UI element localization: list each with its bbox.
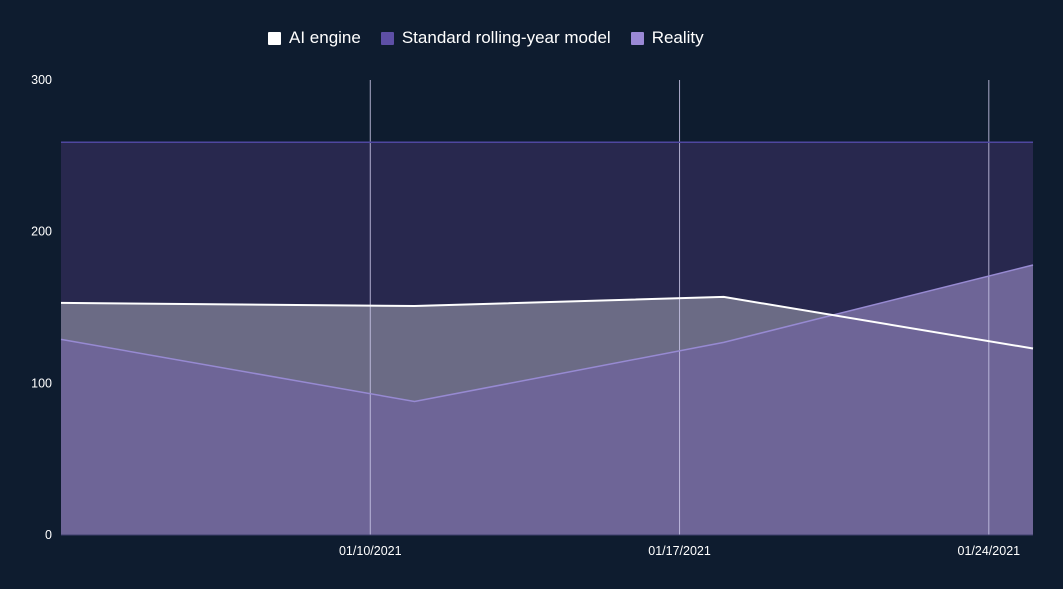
y-tick-label-1: 100 bbox=[31, 376, 52, 390]
series-lines bbox=[60, 141, 1034, 403]
chart-legend: AI engine Standard rolling-year model Real… bbox=[268, 28, 704, 48]
area-reality bbox=[61, 265, 1033, 535]
legend-item-reality[interactable]: Reality bbox=[630, 28, 704, 48]
x-tick-label-0: 01/10/2021 bbox=[339, 544, 402, 558]
tick-labels: 0 100 200 300 01/10/2021 01/17/2021 01/24/2021 bbox=[31, 73, 1020, 558]
legend-item-ai[interactable]: AI engine bbox=[268, 28, 361, 48]
series-areas bbox=[61, 142, 1033, 535]
x-tick-label-1: 01/17/2021 bbox=[648, 544, 711, 558]
vertical-gridlines bbox=[369, 80, 990, 535]
line-ai bbox=[60, 295, 1034, 350]
legend-label-reality: Reality bbox=[651, 28, 704, 47]
y-tick-label-0: 0 bbox=[45, 528, 52, 542]
legend-swatch-reality bbox=[630, 31, 644, 45]
legend-swatch-ai bbox=[268, 31, 281, 45]
legend-label-ai: AI engine bbox=[289, 28, 361, 47]
legend-swatch-standard bbox=[380, 31, 394, 45]
line-reality bbox=[60, 264, 1034, 403]
legend-item-standard[interactable]: Standard rolling-year model bbox=[380, 28, 611, 48]
y-tick-label-2: 200 bbox=[31, 225, 52, 239]
x-tick-label-2: 01/24/2021 bbox=[958, 544, 1021, 558]
y-tick-label-3: 300 bbox=[31, 73, 52, 87]
legend-label-standard: Standard rolling-year model bbox=[401, 28, 611, 47]
